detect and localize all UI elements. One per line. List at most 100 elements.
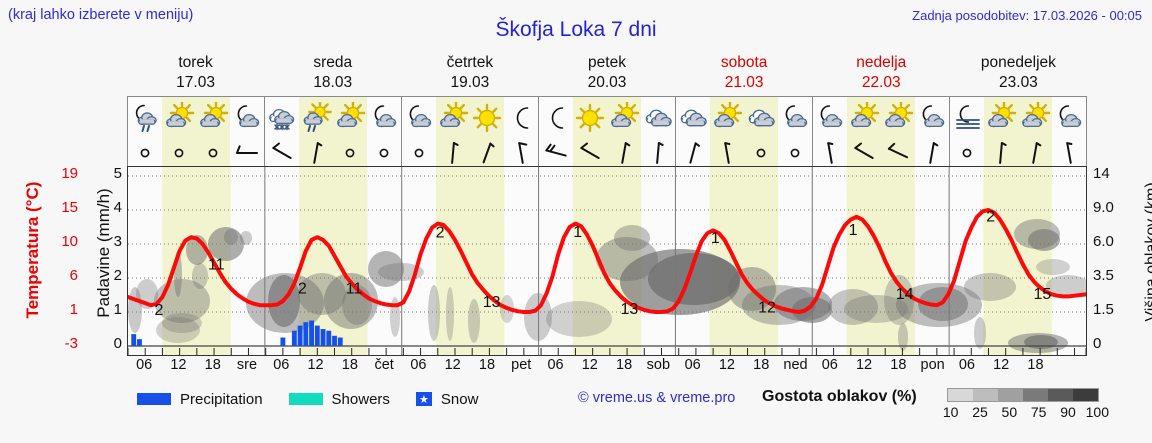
wind-barb-icon [504, 140, 538, 166]
moon-fog-icon [950, 97, 984, 140]
cloud-density-blob [468, 299, 480, 343]
copyright-text: © vreme.us & vreme.pro [578, 390, 736, 406]
precipitation-bar [337, 337, 343, 346]
cloud-density-blob [964, 273, 1016, 301]
x-axis-label: 12 [444, 357, 461, 373]
temperature-tick: 6 [69, 267, 78, 284]
temperature-extreme-label: 13 [620, 301, 638, 318]
x-axis-label: 12 [581, 357, 598, 373]
precipitation-swatch [137, 393, 171, 405]
cloud-density-blob [224, 229, 238, 245]
cloud-density-blob [898, 323, 908, 351]
cloud-density-blob [1046, 275, 1086, 297]
moon-cloud-icon [813, 97, 847, 140]
temperature-tick: 1 [69, 301, 78, 318]
cloud-density-blob [428, 285, 440, 341]
day-header-ponedeljek: ponedeljek 23.03 [950, 52, 1087, 94]
wind-barb-icon [299, 140, 333, 166]
wind-barb-icon [470, 140, 504, 166]
day-name: sreda [313, 54, 353, 71]
wind-barb-icon [333, 140, 367, 166]
cloud-density-blob [192, 263, 208, 289]
sun-cloud-icon [333, 97, 367, 140]
x-axis-label: 12 [718, 357, 735, 373]
snow-swatch: ★ [415, 392, 432, 406]
cloud-density-blob [884, 275, 914, 325]
precipitation-bar [320, 329, 326, 346]
cloud-density-title: Gostota oblakov (%) [762, 388, 917, 405]
day-name: četrtek [446, 54, 494, 71]
wind-barb-icon [367, 140, 401, 166]
day-header-nedelja: nedelja 22.03 [813, 52, 950, 94]
day-date: 20.03 [587, 74, 627, 91]
temperature-tick: 19 [61, 165, 78, 182]
icon-day-četrtek [402, 97, 539, 140]
sun-cloud-icon [607, 97, 641, 140]
cloud-density-blob [1024, 335, 1058, 349]
x-axis-label: 06 [958, 357, 975, 373]
precipitation-tick: 2 [113, 267, 122, 284]
precipitation-bar [280, 337, 286, 346]
day-name: sobota [720, 54, 768, 71]
wind-barb-icon [984, 140, 1018, 166]
x-axis-label: 06 [273, 357, 290, 373]
precipitation-tick: 3 [113, 233, 122, 250]
legend-label: Showers [331, 390, 390, 408]
x-axis-label: 06 [547, 357, 564, 373]
x-axis-label: 12 [170, 357, 187, 373]
sun-cloud-icon [436, 97, 470, 140]
temperature-extreme-label: 2 [986, 208, 995, 225]
wind-barb-icon [778, 140, 812, 166]
moon-cloud-icon [915, 97, 949, 140]
temperature-curve [128, 208, 1086, 314]
precipitation-bar [131, 334, 137, 346]
legend-item-showers: Showers [288, 390, 390, 408]
x-axis-label: 18 [616, 357, 633, 373]
moon-cloud-icon [367, 97, 401, 140]
x-axis-label: 06 [410, 357, 427, 373]
cloud-density-ramp [947, 388, 1099, 402]
page-title: Škofja Loka 7 dni [495, 18, 657, 41]
cloud-density-blob [156, 317, 200, 343]
sun-icon [573, 97, 607, 140]
wind-barb-icon [436, 140, 470, 166]
day-header-torek: torek 17.03 [127, 52, 264, 94]
day-name: ponedeljek [980, 54, 1056, 71]
wind-barb-icon [265, 140, 299, 166]
precipitation-tick: 5 [113, 165, 122, 182]
wind-barb-icon [128, 140, 162, 166]
wind-barb-icon [607, 140, 641, 166]
day-date: 23.03 [999, 74, 1038, 91]
cloud-height-tick: 1.5 [1093, 301, 1114, 318]
wind-barb-icon [539, 140, 573, 166]
precipitation-bar [303, 322, 309, 346]
wind-barb-icon [950, 140, 984, 166]
cloud-density-blob [1028, 229, 1060, 251]
cloud-density-ramp-labels: 10 25 50 75 90 100 [936, 404, 1112, 420]
x-axis-label: 18 [753, 357, 770, 373]
sun-cloud-drizzle-icon [299, 97, 333, 140]
x-axis-label: 12 [855, 357, 873, 373]
cloud-icon [641, 97, 675, 140]
wind-barb-icon [710, 140, 744, 166]
moon-icon [504, 97, 538, 140]
sun-cloud-icon [196, 97, 230, 140]
cloud-density-blob [974, 317, 986, 349]
wind-barb-icon [915, 140, 949, 166]
moon-cloud-icon [230, 97, 264, 140]
temperature-extreme-label: 13 [483, 294, 501, 311]
wind-day-četrtek [402, 140, 539, 166]
temperature-extreme-label: 1 [711, 230, 720, 247]
cloud-icon [744, 97, 778, 140]
wind-day-sreda [265, 140, 402, 166]
moon-cloud-icon [1052, 97, 1086, 140]
cloud-height-tick: 14 [1093, 165, 1110, 182]
wind-barb-icon [230, 140, 264, 166]
x-axis-label: 18 [204, 357, 221, 373]
wind-barb-icon [641, 140, 675, 166]
wind-barb-icon [847, 140, 881, 166]
temperature-extreme-label: 12 [758, 300, 776, 317]
cloud-density-blob [1036, 259, 1070, 275]
day-header-četrtek: četrtek 19.03 [401, 52, 538, 94]
